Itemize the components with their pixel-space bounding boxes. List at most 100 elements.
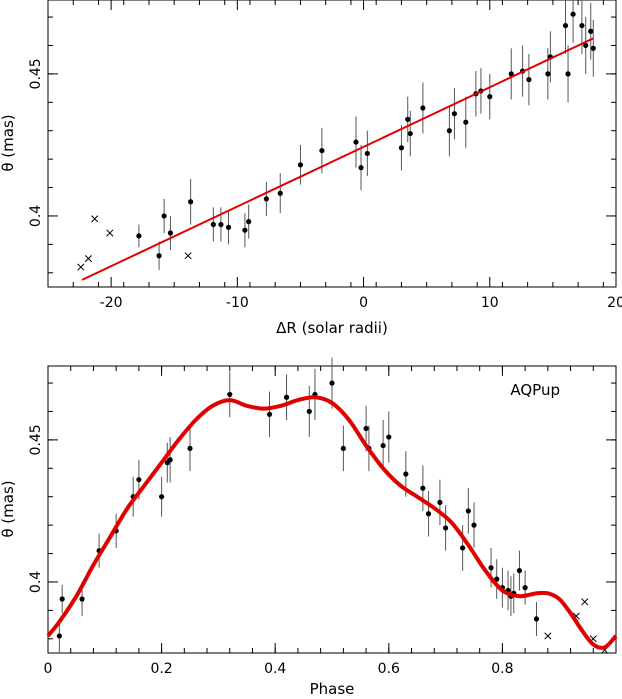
top-data-point	[161, 213, 167, 219]
bottom-data-point	[159, 494, 165, 500]
bottom-data-point	[471, 522, 477, 528]
top-data-point	[583, 42, 589, 49]
top-axis-ticks: -20 -10 0 10 20 0.4 0.45	[28, 0, 622, 311]
top-data-point	[167, 230, 174, 236]
top-data-point	[364, 150, 370, 157]
bottom-x-tick-label: 0.2	[150, 661, 172, 677]
top-cross-marker	[184, 252, 192, 260]
top-data-point	[225, 224, 232, 230]
bottom-data-point	[363, 425, 369, 432]
top-cross-marker	[77, 263, 85, 271]
top-data-point	[545, 71, 551, 77]
top-data-point	[526, 76, 532, 83]
top-panel-chart: -20 -10 0 10 20 0.4 0.45 ΔR (solar radii) θ (m…	[0, 0, 622, 337]
top-data-point	[218, 221, 224, 228]
bottom-data-point	[227, 391, 233, 398]
bottom-data-point	[488, 565, 494, 571]
top-x-tick-label: 0	[359, 295, 368, 311]
bottom-x-tick-label: 0.4	[264, 661, 286, 677]
top-cross-marker	[84, 255, 92, 263]
bottom-data-point	[437, 499, 443, 505]
bottom-data-point	[425, 511, 432, 517]
bottom-fit-curve	[46, 395, 618, 650]
top-data-point	[405, 116, 411, 122]
bottom-data-point	[386, 434, 392, 440]
bottom-data-point	[283, 394, 290, 400]
bottom-data-point	[420, 485, 426, 491]
top-x-tick-label: 20	[607, 295, 622, 311]
bottom-y-axis-label: θ (mas)	[0, 480, 17, 537]
bottom-data-point	[187, 445, 193, 452]
bottom-x-axis-label: Phase	[310, 680, 355, 698]
top-data-point	[353, 139, 359, 145]
bottom-data-point	[329, 380, 335, 386]
bottom-data-point	[340, 445, 346, 452]
bottom-data-point	[167, 457, 173, 463]
top-x-axis-label: ΔR (solar radii)	[276, 319, 388, 337]
star-name-annotation: AQPup	[510, 381, 560, 399]
top-data-point	[463, 119, 469, 125]
bottom-data-point	[443, 525, 449, 531]
bottom-x-tick-label: 0.8	[491, 661, 513, 677]
bottom-cross-marker	[581, 598, 589, 606]
top-x-tick-label: 10	[481, 295, 499, 311]
bottom-data-point	[56, 633, 62, 639]
top-data-point	[156, 253, 162, 259]
bottom-cross-marker	[544, 632, 552, 640]
top-data-point	[358, 165, 364, 171]
top-data-point	[570, 11, 576, 17]
top-data-point	[136, 233, 142, 239]
top-plot-frame	[47, 0, 617, 288]
top-data-points	[77, 11, 596, 271]
top-data-point	[562, 22, 569, 29]
top-data-point	[407, 130, 413, 137]
top-data-point	[590, 45, 596, 51]
top-error-bars	[138, 0, 594, 270]
bottom-panel-chart: 0 0.2 0.4 0.6 0.8 0.4 0.45 AQPup Phase θ (mas)	[0, 357, 618, 698]
bottom-data-point	[465, 508, 471, 514]
bottom-data-point	[266, 411, 273, 417]
top-cross-marker	[91, 215, 99, 223]
bottom-data-point	[136, 477, 142, 483]
top-data-point	[242, 227, 248, 233]
top-data-point	[588, 28, 594, 34]
top-data-point	[446, 128, 452, 134]
top-data-point	[451, 111, 458, 117]
linear-fit-line	[81, 37, 594, 281]
top-data-point	[487, 94, 493, 100]
top-y-tick-label: 0.4	[28, 205, 44, 227]
top-data-point	[263, 196, 269, 202]
top-data-point	[210, 221, 216, 228]
bottom-data-point	[522, 585, 528, 591]
top-data-point	[188, 199, 194, 205]
top-data-point	[398, 145, 405, 151]
bottom-data-points	[56, 380, 609, 654]
top-data-point	[319, 148, 325, 154]
top-data-point	[420, 105, 426, 111]
bottom-data-point	[516, 567, 523, 574]
top-data-point	[565, 71, 571, 77]
top-data-point	[579, 22, 585, 29]
bottom-data-point	[59, 596, 65, 602]
bottom-data-point	[380, 442, 386, 449]
top-fit-line	[81, 37, 594, 281]
phase-fit-curve	[46, 395, 618, 650]
top-data-point	[246, 219, 252, 225]
bottom-axis-ticks: 0 0.2 0.4 0.6 0.8 0.4 0.45	[28, 366, 617, 677]
bottom-y-tick-label: 0.45	[28, 424, 44, 455]
top-data-point	[508, 71, 514, 77]
bottom-data-point	[79, 596, 85, 602]
bottom-data-point	[460, 545, 466, 551]
bottom-data-point	[533, 616, 540, 622]
top-data-point	[277, 190, 283, 196]
top-x-tick-label: -20	[100, 295, 123, 311]
top-x-tick-label: -10	[226, 295, 249, 311]
bottom-data-point	[306, 408, 312, 415]
top-y-axis-label: θ (mas)	[0, 114, 17, 171]
top-y-tick-label: 0.45	[28, 58, 44, 89]
bottom-data-point	[403, 471, 409, 477]
bottom-x-tick-label: 0.6	[378, 661, 400, 677]
top-cross-marker	[106, 229, 114, 237]
top-data-point	[297, 162, 304, 168]
